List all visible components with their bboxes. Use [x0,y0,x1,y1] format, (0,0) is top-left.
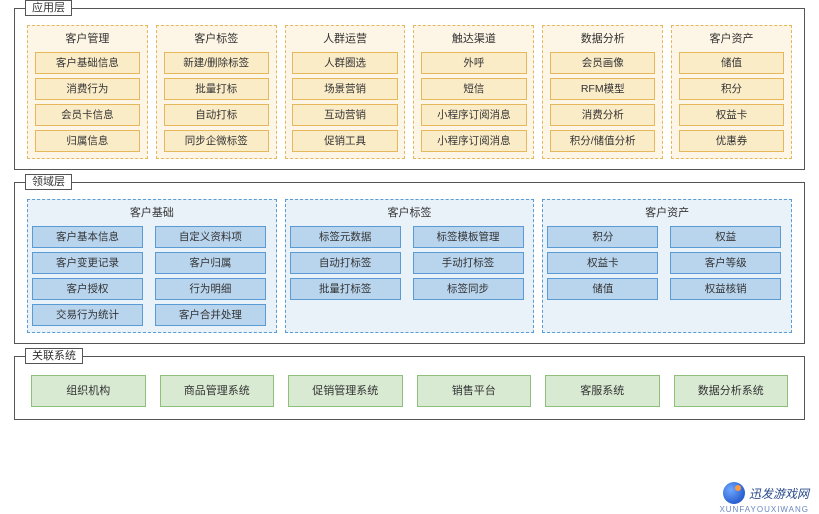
app-cell: 权益卡 [679,104,784,126]
app-col-title: 客户管理 [65,30,109,46]
domain-cell: 权益核销 [670,278,781,300]
domain-col-2: 客户资产积分权益卡储值权益客户等级权益核销 [542,199,792,333]
app-cell: 外呼 [421,52,526,74]
app-cell: 小程序订阅消息 [421,104,526,126]
app-cell: 消费行为 [35,78,140,100]
related-system-cell: 组织机构 [31,375,146,407]
app-col-0: 客户管理客户基础信息消费行为会员卡信息归属信息 [27,25,148,159]
app-cell: 自动打标 [164,104,269,126]
app-cell: 场景营销 [292,78,397,100]
domain-col-0: 客户基础客户基本信息客户变更记录客户授权交易行为统计自定义资料项客户归属行为明细… [27,199,277,333]
layer1-columns: 客户管理客户基础信息消费行为会员卡信息归属信息客户标签新建/删除标签批量打标自动… [27,25,792,159]
layer2-title: 领域层 [25,174,72,190]
layer3-items: 组织机构商品管理系统促销管理系统销售平台客服系统数据分析系统 [27,373,792,409]
app-cell: 小程序订阅消息 [421,130,526,152]
domain-cell: 积分 [547,226,658,248]
app-cell: 同步企微标签 [164,130,269,152]
domain-inner-row: 客户基本信息客户变更记录客户授权交易行为统计自定义资料项客户归属行为明细客户合并… [32,226,272,326]
domain-half-right: 自定义资料项客户归属行为明细客户合并处理 [155,226,272,326]
app-cell: 消费分析 [550,104,655,126]
domain-cell: 权益 [670,226,781,248]
domain-cell: 自定义资料项 [155,226,266,248]
app-cell: 会员卡信息 [35,104,140,126]
domain-cell: 手动打标签 [413,252,524,274]
domain-cell: 客户变更记录 [32,252,143,274]
app-cell: 积分 [679,78,784,100]
domain-cell: 标签模板管理 [413,226,524,248]
app-cell: 短信 [421,78,526,100]
domain-half-right: 标签模板管理手动打标签标签同步 [413,226,530,300]
domain-col-title: 客户标签 [388,204,432,220]
layer-application: 应用层 客户管理客户基础信息消费行为会员卡信息归属信息客户标签新建/删除标签批量… [14,8,805,170]
domain-cell: 客户等级 [670,252,781,274]
related-system-cell: 商品管理系统 [160,375,275,407]
app-col-4: 数据分析会员画像 RFM模型消费分析积分/储值分析 [542,25,663,159]
app-col-5: 客户资产储值积分权益卡优惠券 [671,25,792,159]
app-col-title: 客户标签 [194,30,238,46]
layer-domain: 领域层 客户基础客户基本信息客户变更记录客户授权交易行为统计自定义资料项客户归属… [14,182,805,344]
domain-cell: 储值 [547,278,658,300]
domain-cell: 交易行为统计 [32,304,143,326]
domain-col-1: 客户标签标签元数据自动打标签批量打标签标签模板管理手动打标签标签同步 [285,199,535,333]
app-cell: 人群圈选 [292,52,397,74]
app-cell: 批量打标 [164,78,269,100]
domain-half-left: 积分权益卡储值 [547,226,664,300]
app-cell: 储值 [679,52,784,74]
domain-cell: 标签同步 [413,278,524,300]
related-system-cell: 客服系统 [545,375,660,407]
app-col-title: 人群运营 [323,30,367,46]
app-col-title: 数据分析 [581,30,625,46]
domain-inner-row: 积分权益卡储值权益客户等级权益核销 [547,226,787,300]
domain-cell: 行为明细 [155,278,266,300]
app-cell: 积分/储值分析 [550,130,655,152]
watermark-logo-icon [723,482,745,504]
app-cell: 优惠券 [679,130,784,152]
domain-cell: 标签元数据 [290,226,401,248]
related-system-cell: 促销管理系统 [288,375,403,407]
app-col-1: 客户标签新建/删除标签批量打标自动打标同步企微标签 [156,25,277,159]
watermark-subtext: XUNFAYOUXIWANG [719,505,809,514]
app-cell: 归属信息 [35,130,140,152]
app-col-title: 客户资产 [710,30,754,46]
layer-related-systems: 关联系统 组织机构商品管理系统促销管理系统销售平台客服系统数据分析系统 [14,356,805,420]
domain-cell: 客户归属 [155,252,266,274]
watermark-text: 迅发游戏网 [749,485,809,502]
domain-half-left: 客户基本信息客户变更记录客户授权交易行为统计 [32,226,149,326]
domain-cell: 自动打标签 [290,252,401,274]
domain-cell: 权益卡 [547,252,658,274]
domain-inner-row: 标签元数据自动打标签批量打标签标签模板管理手动打标签标签同步 [290,226,530,300]
domain-cell: 客户授权 [32,278,143,300]
related-system-cell: 销售平台 [417,375,532,407]
app-col-2: 人群运营人群圈选场景营销互动营销促销工具 [285,25,406,159]
app-cell: 客户基础信息 [35,52,140,74]
domain-col-title: 客户资产 [645,204,689,220]
domain-cell: 客户基本信息 [32,226,143,248]
domain-col-title: 客户基础 [130,204,174,220]
domain-cell: 客户合并处理 [155,304,266,326]
app-cell: 新建/删除标签 [164,52,269,74]
app-cell: 促销工具 [292,130,397,152]
domain-half-left: 标签元数据自动打标签批量打标签 [290,226,407,300]
app-col-title: 触达渠道 [452,30,496,46]
app-cell: 互动营销 [292,104,397,126]
app-cell: RFM模型 [550,78,655,100]
domain-cell: 批量打标签 [290,278,401,300]
app-cell: 会员画像 [550,52,655,74]
app-col-3: 触达渠道外呼短信小程序订阅消息小程序订阅消息 [413,25,534,159]
related-system-cell: 数据分析系统 [674,375,789,407]
layer2-columns: 客户基础客户基本信息客户变更记录客户授权交易行为统计自定义资料项客户归属行为明细… [27,199,792,333]
watermark: 迅发游戏网 XUNFAYOUXIWANG [723,482,809,504]
layer1-title: 应用层 [25,0,72,16]
domain-half-right: 权益客户等级权益核销 [670,226,787,300]
layer3-title: 关联系统 [25,348,83,364]
